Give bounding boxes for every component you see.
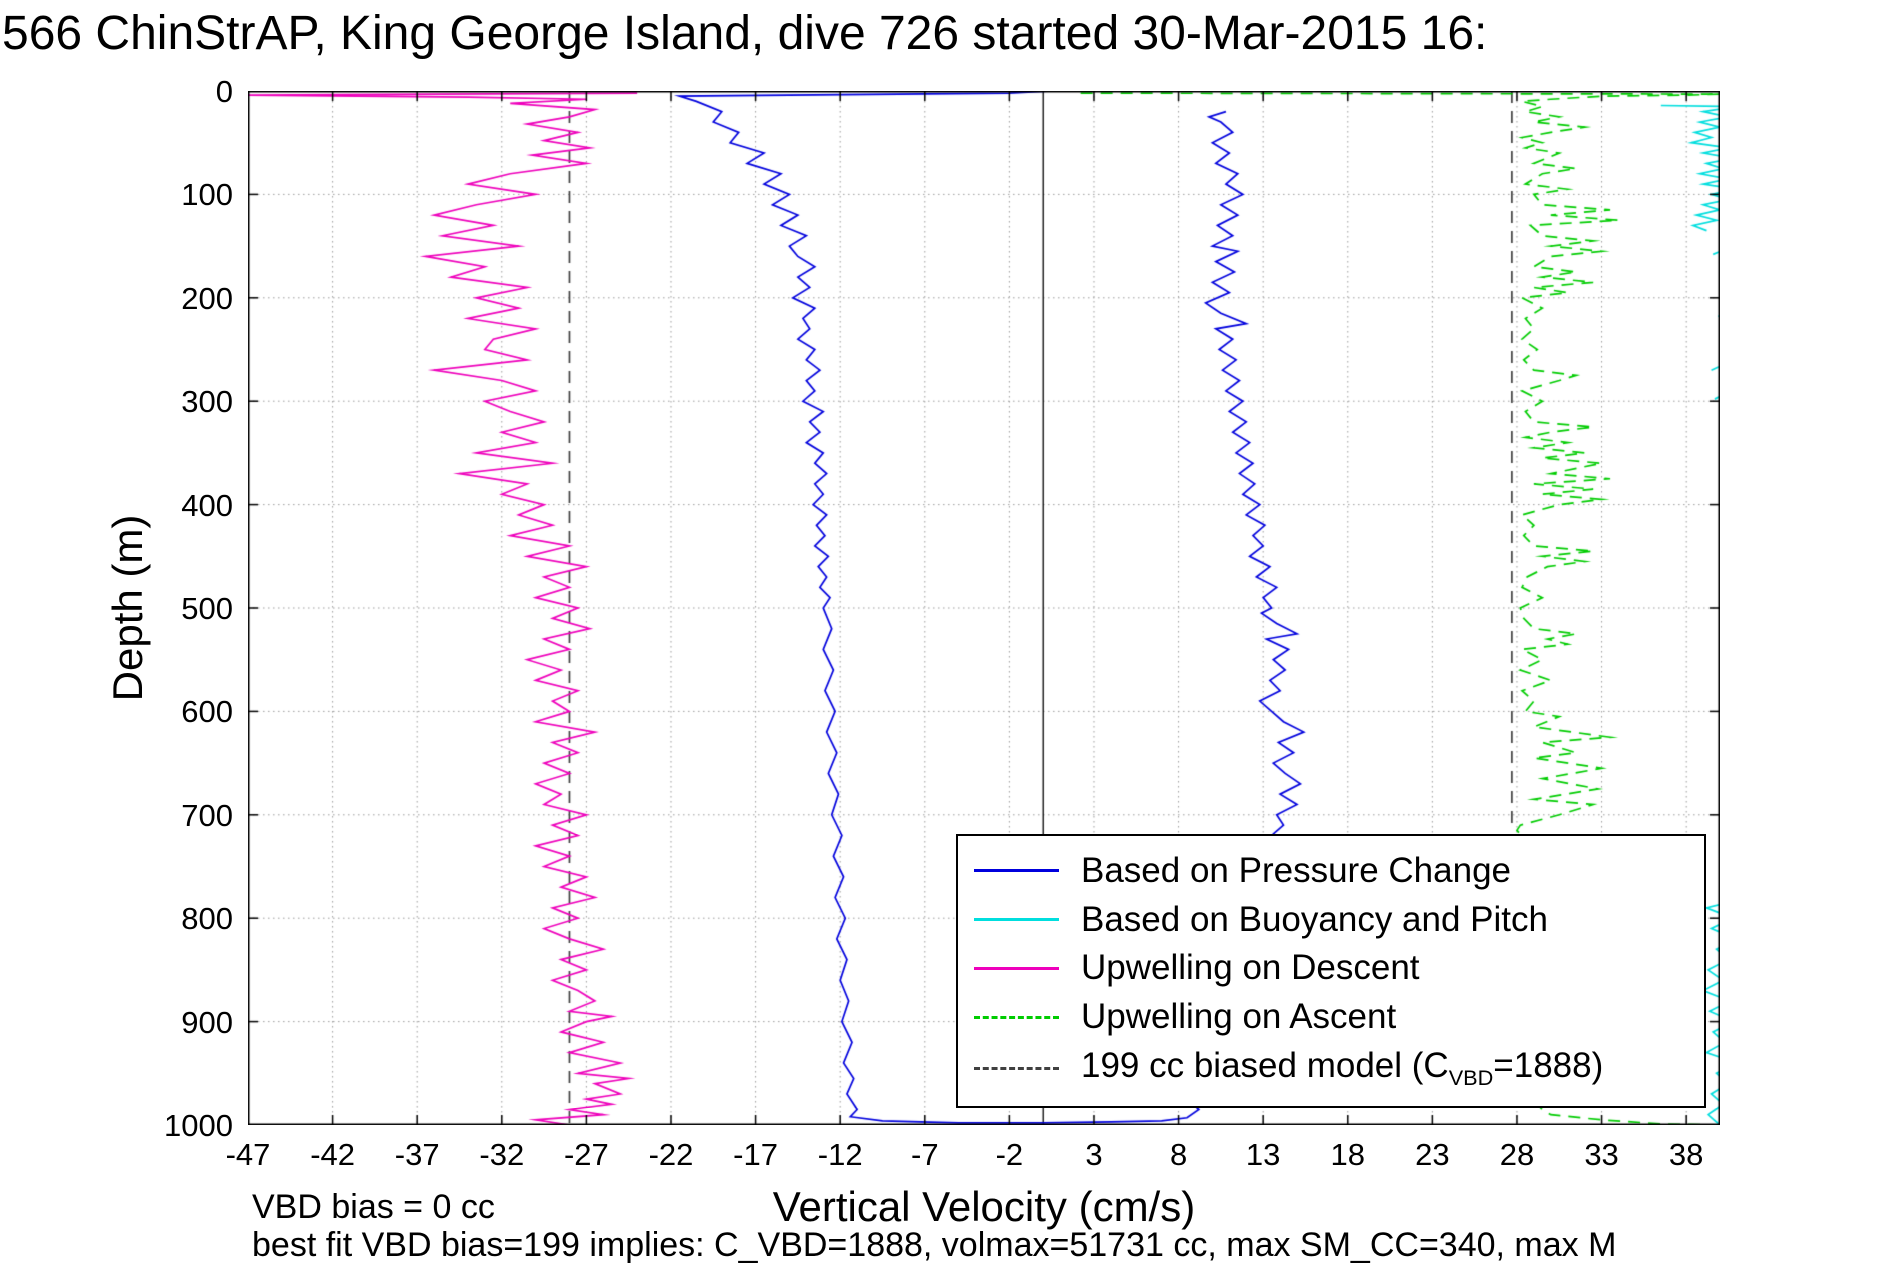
x-tick-label: 23 — [1415, 1137, 1449, 1173]
legend-item-upwelling-descent: Upwelling on Descent — [958, 948, 1704, 988]
legend-line-sample — [974, 869, 1059, 872]
y-tick-label: 800 — [118, 901, 233, 937]
legend-item-upwelling-ascent: Upwelling on Ascent — [958, 997, 1704, 1037]
x-tick-label: -27 — [564, 1137, 609, 1173]
x-tick-label: -17 — [733, 1137, 778, 1173]
figure-title: 566 ChinStrAP, King George Island, dive … — [2, 6, 1487, 61]
x-tick-label: 13 — [1246, 1137, 1280, 1173]
x-tick-label: -37 — [395, 1137, 440, 1173]
legend: Based on Pressure Change Based on Buoyan… — [956, 834, 1706, 1108]
y-tick-label: 600 — [118, 694, 233, 730]
x-tick-label: 3 — [1085, 1137, 1102, 1173]
legend-line-sample — [974, 1016, 1059, 1019]
x-tick-label: 33 — [1584, 1137, 1618, 1173]
y-tick-label: 0 — [118, 74, 233, 110]
x-tick-label: -42 — [310, 1137, 355, 1173]
legend-label: Upwelling on Descent — [1081, 948, 1420, 988]
legend-item-buoyancy-pitch: Based on Buoyancy and Pitch — [958, 900, 1704, 940]
legend-line-sample — [974, 1067, 1059, 1070]
x-tick-label: 8 — [1170, 1137, 1187, 1173]
vbd-bias-note: VBD bias = 0 cc — [252, 1188, 495, 1227]
x-tick-label: 18 — [1331, 1137, 1365, 1173]
legend-line-sample — [974, 918, 1059, 921]
x-axis-label: Vertical Velocity (cm/s) — [773, 1183, 1195, 1231]
y-tick-label: 900 — [118, 1005, 233, 1041]
best-fit-note: best fit VBD bias=199 implies: C_VBD=188… — [252, 1226, 1616, 1265]
x-tick-label: -2 — [996, 1137, 1024, 1173]
legend-item-biased-model: 199 cc biased model (CVBD=1888) — [958, 1046, 1704, 1091]
y-tick-label: 100 — [118, 177, 233, 213]
x-tick-label: -32 — [479, 1137, 524, 1173]
x-tick-label: 28 — [1500, 1137, 1534, 1173]
y-tick-label: 200 — [118, 281, 233, 317]
legend-label: Based on Pressure Change — [1081, 851, 1511, 891]
x-tick-label: -47 — [226, 1137, 271, 1173]
legend-item-pressure-change: Based on Pressure Change — [958, 851, 1704, 891]
x-tick-label: -22 — [649, 1137, 694, 1173]
x-tick-label: -7 — [911, 1137, 939, 1173]
y-tick-label: 1000 — [118, 1108, 233, 1144]
legend-label: 199 cc biased model (CVBD=1888) — [1081, 1046, 1603, 1091]
x-tick-label: 38 — [1669, 1137, 1703, 1173]
legend-label: Based on Buoyancy and Pitch — [1081, 900, 1548, 940]
legend-label: Upwelling on Ascent — [1081, 997, 1396, 1037]
legend-line-sample — [974, 967, 1059, 970]
y-tick-label: 700 — [118, 798, 233, 834]
y-tick-label: 500 — [118, 591, 233, 627]
y-tick-label: 300 — [118, 384, 233, 420]
y-tick-label: 400 — [118, 488, 233, 524]
x-tick-label: -12 — [818, 1137, 863, 1173]
